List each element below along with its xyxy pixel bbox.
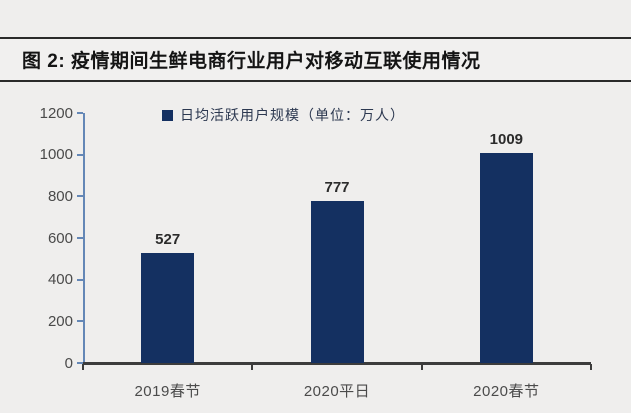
- x-axis-tick: [82, 364, 84, 370]
- y-axis-tick-label: 1200: [39, 104, 73, 122]
- y-axis-line: [83, 113, 85, 365]
- bar: [141, 253, 195, 363]
- y-axis-tick: [77, 237, 83, 239]
- bar: [310, 201, 364, 363]
- x-axis-line: [83, 362, 591, 365]
- figure-title: 图 2: 疫情期间生鲜电商行业用户对移动互联使用情况: [22, 51, 481, 72]
- y-axis-tick-label: 600: [47, 229, 73, 247]
- y-axis-tick-label: 800: [47, 187, 73, 205]
- y-axis-tick-label: 1000: [39, 146, 73, 164]
- x-axis-tick: [590, 364, 592, 370]
- x-axis-category-label: 2020平日: [303, 383, 371, 400]
- bar-value-label: 777: [324, 179, 350, 197]
- x-axis-category-label: 2019春节: [134, 383, 201, 400]
- bar: [479, 152, 533, 363]
- figure-title-bar: 图 2: 疫情期间生鲜电商行业用户对移动互联使用情况: [0, 37, 631, 82]
- y-axis-tick: [77, 195, 83, 198]
- y-axis-tick-label: 400: [47, 271, 73, 289]
- legend-label: 日均活跃用户规模（单位：万人）: [180, 107, 405, 123]
- y-axis-tick: [77, 320, 83, 323]
- y-axis-tick: [77, 278, 83, 281]
- bar-value-label: 527: [155, 231, 181, 249]
- y-axis-tick-label: 200: [47, 312, 73, 330]
- chart-legend: 日均活跃用户规模（单位：万人）: [162, 105, 405, 125]
- y-axis-tick: [77, 153, 83, 156]
- x-axis-tick: [251, 364, 254, 370]
- legend-swatch-icon: [162, 109, 173, 121]
- bar-value-label: 1009: [489, 130, 524, 148]
- y-axis-tick-label: 0: [64, 354, 73, 372]
- y-axis-tick: [77, 362, 83, 364]
- y-axis-tick: [77, 112, 83, 114]
- x-axis-category-label: 2020春节: [473, 383, 540, 400]
- x-axis-tick: [420, 364, 423, 370]
